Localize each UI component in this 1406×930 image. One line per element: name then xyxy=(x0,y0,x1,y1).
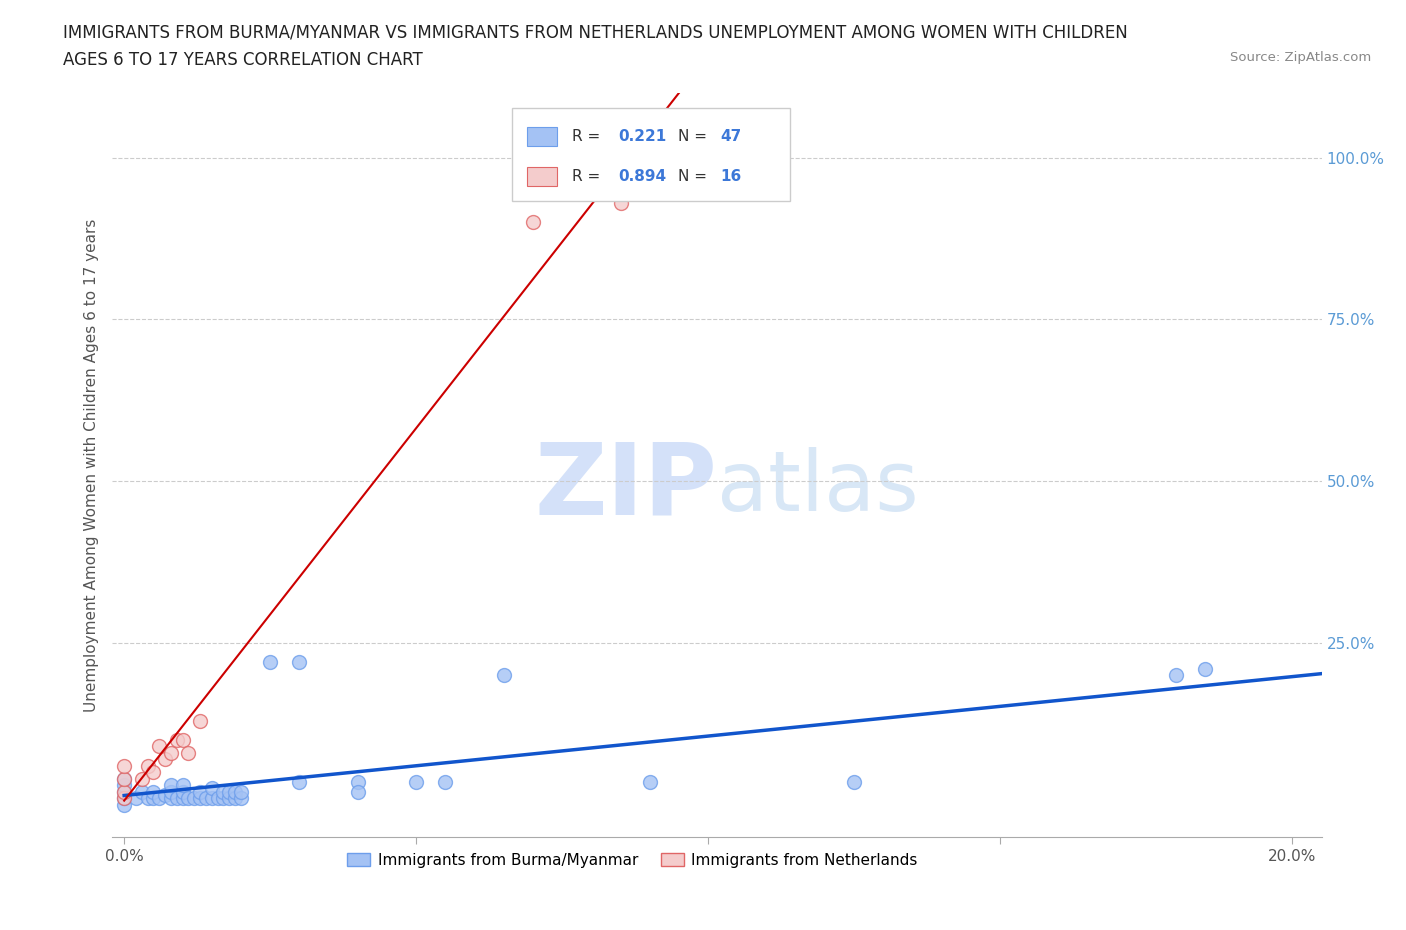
Point xyxy=(153,752,176,767)
Point xyxy=(224,790,246,805)
Text: 0.221: 0.221 xyxy=(617,128,666,143)
Point xyxy=(136,758,159,773)
Point xyxy=(160,777,183,792)
Text: N =: N = xyxy=(678,169,713,184)
Point xyxy=(112,771,135,786)
Text: R =: R = xyxy=(572,169,605,184)
Point xyxy=(194,790,217,805)
Point xyxy=(492,668,515,683)
Point xyxy=(522,215,544,230)
Point xyxy=(112,790,135,805)
Point xyxy=(405,775,427,790)
Point xyxy=(112,777,135,792)
FancyBboxPatch shape xyxy=(512,108,790,201)
Point xyxy=(131,771,153,786)
Text: IMMIGRANTS FROM BURMA/MYANMAR VS IMMIGRANTS FROM NETHERLANDS UNEMPLOYMENT AMONG : IMMIGRANTS FROM BURMA/MYANMAR VS IMMIGRA… xyxy=(63,23,1128,41)
Text: 16: 16 xyxy=(721,169,742,184)
Point xyxy=(638,775,661,790)
Point xyxy=(112,771,135,786)
Point xyxy=(229,790,252,805)
Point xyxy=(229,784,252,799)
Point xyxy=(153,788,176,803)
Point xyxy=(288,655,311,670)
FancyBboxPatch shape xyxy=(527,167,557,186)
FancyBboxPatch shape xyxy=(527,127,557,146)
Point xyxy=(207,790,229,805)
Point xyxy=(172,733,194,748)
Point xyxy=(112,758,135,773)
Point xyxy=(212,790,235,805)
Text: R =: R = xyxy=(572,128,605,143)
Point xyxy=(148,739,170,754)
Point xyxy=(142,784,165,799)
Text: AGES 6 TO 17 YEARS CORRELATION CHART: AGES 6 TO 17 YEARS CORRELATION CHART xyxy=(63,51,423,69)
Point xyxy=(172,784,194,799)
Point xyxy=(259,655,281,670)
Text: atlas: atlas xyxy=(717,446,918,528)
Point xyxy=(224,784,246,799)
Point xyxy=(160,784,183,799)
Point xyxy=(201,781,224,796)
Point xyxy=(218,784,240,799)
Point xyxy=(112,784,135,799)
Point xyxy=(188,790,211,805)
Point xyxy=(177,790,200,805)
Point xyxy=(218,790,240,805)
Text: 47: 47 xyxy=(721,128,742,143)
Point xyxy=(148,790,170,805)
Point xyxy=(288,775,311,790)
Text: ZIP: ZIP xyxy=(534,439,717,536)
Point xyxy=(346,775,368,790)
Point xyxy=(131,784,153,799)
Point xyxy=(160,790,183,805)
Point xyxy=(112,784,135,799)
Point xyxy=(112,797,135,812)
Point xyxy=(166,790,188,805)
Point xyxy=(609,195,631,210)
Point xyxy=(212,784,235,799)
Point xyxy=(201,790,224,805)
Point xyxy=(188,784,211,799)
Y-axis label: Unemployment Among Women with Children Ages 6 to 17 years: Unemployment Among Women with Children A… xyxy=(83,219,98,711)
Point xyxy=(160,746,183,761)
Point xyxy=(125,790,148,805)
Point xyxy=(142,790,165,805)
Point xyxy=(172,790,194,805)
Legend: Immigrants from Burma/Myanmar, Immigrants from Netherlands: Immigrants from Burma/Myanmar, Immigrant… xyxy=(340,846,924,874)
Point xyxy=(183,790,205,805)
Point xyxy=(136,790,159,805)
Point xyxy=(166,733,188,748)
Point xyxy=(844,775,866,790)
Point xyxy=(142,764,165,779)
Point xyxy=(177,746,200,761)
Text: 0.894: 0.894 xyxy=(617,169,666,184)
Point xyxy=(346,784,368,799)
Point xyxy=(434,775,457,790)
Point xyxy=(172,777,194,792)
Text: Source: ZipAtlas.com: Source: ZipAtlas.com xyxy=(1230,51,1371,64)
Point xyxy=(188,713,211,728)
Point xyxy=(112,790,135,805)
Text: N =: N = xyxy=(678,128,713,143)
Point xyxy=(1164,668,1187,683)
Point xyxy=(1194,661,1216,676)
